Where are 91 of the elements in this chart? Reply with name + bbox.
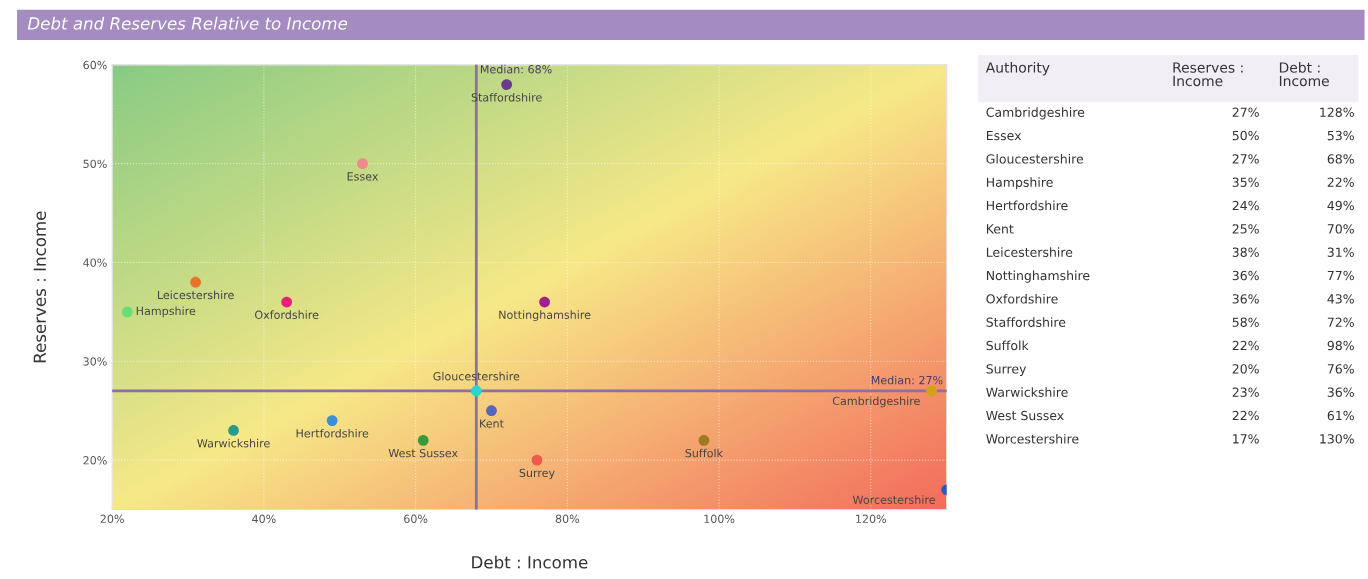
point (417, 434, 429, 446)
series-label: Hertfordshire (296, 428, 369, 438)
series-label: Surrey (519, 468, 555, 480)
series-label: Kent (480, 419, 504, 428)
series-label: West Sussex (388, 448, 458, 458)
point (926, 385, 937, 397)
point (531, 454, 543, 466)
data-label: 31% (1327, 247, 1354, 257)
point (698, 434, 710, 446)
data-label: 36% (1232, 294, 1259, 304)
data-label: 50% (1232, 130, 1259, 141)
series-label: Nottinghamshire (499, 310, 591, 322)
point (326, 415, 338, 426)
data-label: 25% (1232, 224, 1259, 234)
point (470, 385, 482, 397)
category-label: Staffordshire (986, 317, 1066, 327)
data-label: 22% (1232, 340, 1259, 351)
x-tick-label: 120% (856, 514, 887, 523)
ref-line-label: Median: 68% (480, 64, 552, 74)
point (539, 296, 550, 308)
y-tick-label: 50% (83, 159, 107, 169)
data-label: 77% (1327, 270, 1354, 281)
category-label: Cambridgeshire (986, 107, 1085, 120)
category-label: Warwickshire (986, 387, 1068, 397)
data-label: 72% (1327, 317, 1354, 327)
point (190, 276, 201, 288)
x-tick-label: 80% (555, 514, 580, 523)
legend-label: Reserves : Income (1173, 62, 1243, 87)
data-label: 53% (1327, 130, 1354, 141)
x-tick-label: 20% (100, 514, 124, 523)
category-label: Leicestershire (986, 247, 1073, 257)
category-label: Worcestershire (986, 433, 1079, 444)
data-label: 38% (1232, 247, 1259, 257)
category-label: Suffolk (986, 340, 1029, 351)
y-tick-label: 60% (83, 60, 107, 70)
category-label: Gloucestershire (986, 153, 1084, 164)
category-label: Essex (986, 131, 1022, 141)
data-label: 61% (1327, 410, 1354, 421)
data-label: 20% (1232, 364, 1259, 374)
category-label: Oxfordshire (986, 293, 1058, 304)
y-tick-label: 20% (83, 456, 107, 465)
series-label: Oxfordshire (255, 310, 319, 319)
data-label: 24% (1232, 200, 1259, 211)
data-label: 17% (1233, 434, 1259, 444)
legend-label: Debt : Income (1279, 62, 1329, 87)
point (281, 296, 293, 308)
data-label: 35% (1232, 177, 1259, 187)
x-axis-title: Debt : Income (472, 555, 588, 569)
y-tick-label: 30% (83, 357, 107, 366)
data-label: 58% (1232, 317, 1259, 327)
point (357, 158, 368, 170)
data-label: 22% (1232, 410, 1259, 421)
series-label: Suffolk (685, 448, 723, 458)
data-label: 27% (1232, 107, 1259, 117)
y-axis-title: Reserves : Income (33, 211, 47, 363)
point (486, 405, 497, 417)
data-label: 70% (1327, 224, 1354, 234)
data-label: 76% (1327, 364, 1354, 374)
point (228, 425, 239, 436)
category-label: Nottinghamshire (986, 270, 1090, 283)
series-label: Hampshire (136, 306, 196, 318)
data-label: 27% (1232, 154, 1259, 164)
x-tick-label: 100% (704, 514, 735, 523)
point (121, 306, 133, 318)
category-label: Hertfordshire (986, 200, 1068, 211)
category-label: West Sussex (986, 410, 1064, 421)
ref-line-label: Median: 27% (871, 375, 943, 385)
category-label: Surrey (986, 364, 1027, 377)
category-label: Kent (986, 224, 1014, 234)
point (501, 79, 513, 90)
x-tick-label: 60% (404, 514, 428, 523)
y-tick-label: 40% (83, 258, 107, 267)
series-label: Warwickshire (197, 438, 270, 448)
series-label: Leicestershire (157, 290, 234, 300)
series-label: Essex (347, 172, 379, 181)
data-label: 98% (1327, 340, 1354, 351)
data-label: 36% (1232, 270, 1259, 281)
data-label: 49% (1327, 200, 1354, 211)
text: Authority (985, 62, 1050, 76)
chart-title: Debt and Reserves Relative to Income (27, 16, 348, 30)
data-label: 43% (1327, 294, 1354, 304)
category-label: Hampshire (986, 177, 1053, 190)
data-label: 22% (1327, 177, 1354, 187)
data-label: 130% (1320, 434, 1354, 444)
data-label: 68% (1327, 154, 1354, 164)
data-label: 128% (1320, 107, 1354, 117)
data-label: 36% (1327, 387, 1354, 397)
series-label: Worcestershire (852, 495, 935, 504)
x-tick-label: 40% (252, 514, 276, 523)
series-label: Cambridgeshire (832, 396, 920, 408)
data-label: 23% (1232, 387, 1259, 397)
